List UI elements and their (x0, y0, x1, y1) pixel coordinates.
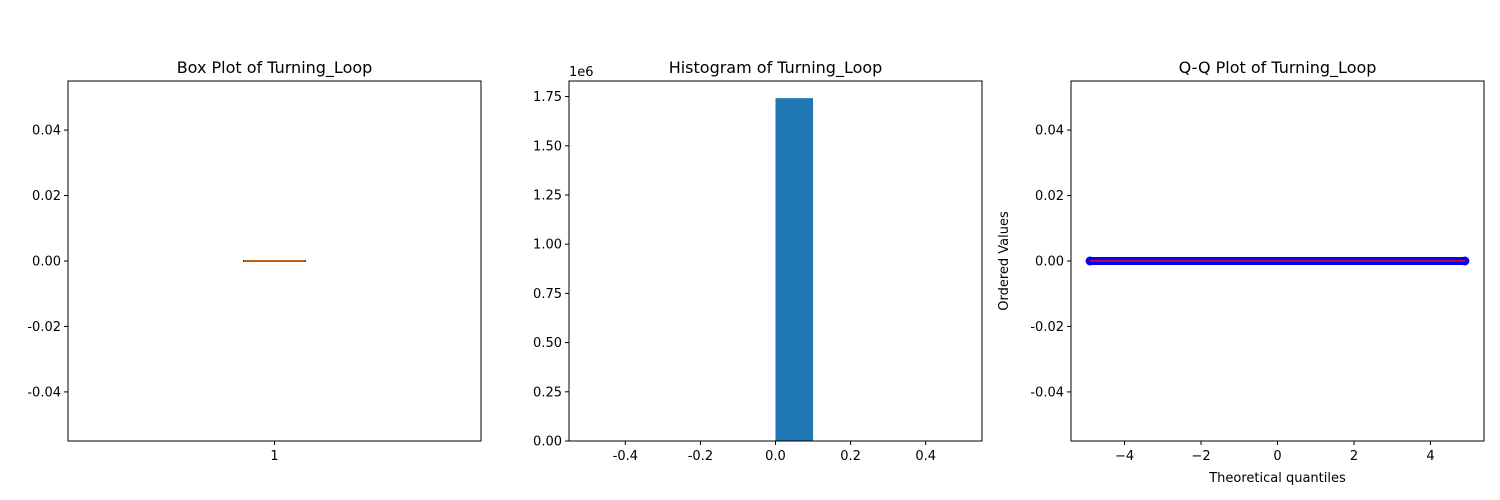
histogram-title: Histogram of Turning_Loop (669, 58, 883, 78)
box-plot-y-tick-label: 0.00 (32, 255, 61, 270)
box-plot-x-tick-label: 1 (270, 449, 278, 464)
histogram-y-offset-label: 1e6 (569, 65, 594, 80)
histogram-y-tick-label: 0.00 (533, 435, 562, 450)
qq-plot-y-tick-label: 0.02 (1035, 189, 1064, 204)
qq-plot-y-tick-label: 0.04 (1035, 124, 1064, 139)
box-plot-y-tick-label: 0.04 (32, 124, 61, 139)
histogram-x-tick-label: -0.2 (688, 449, 713, 464)
box-plot-y-tick-label: -0.04 (27, 385, 61, 400)
box-plot-y-tick-label: 0.02 (32, 189, 61, 204)
qq-plot-x-tick-label: 4 (1426, 449, 1434, 464)
qq-plot-title: Q-Q Plot of Turning_Loop (1179, 58, 1377, 78)
qq-plot-y-tick-label: -0.02 (1030, 320, 1064, 335)
qq-plot-x-tick-label: −2 (1191, 449, 1210, 464)
qq-plot-x-axis-label: Theoretical quantiles (1208, 471, 1346, 486)
histogram-y-tick-label: 1.00 (533, 238, 562, 253)
histogram-y-tick-label: 0.25 (533, 385, 562, 400)
histogram-y-tick-label: 1.50 (533, 139, 562, 154)
qq-plot-x-tick-label: 0 (1273, 449, 1281, 464)
qq-plot-x-tick-label: 2 (1350, 449, 1358, 464)
histogram-x-tick-label: 0.4 (915, 449, 936, 464)
histogram-x-tick-label: -0.4 (613, 449, 638, 464)
histogram-bar (775, 98, 814, 442)
histogram-y-tick-label: 0.75 (533, 287, 562, 302)
qq-plot-y-axis-label: Ordered Values (997, 211, 1012, 311)
qq-plot-y-tick-label: 0.00 (1035, 255, 1064, 270)
histogram-y-tick-label: 0.50 (533, 336, 562, 351)
qq-plot-x-tick-label: −4 (1115, 449, 1134, 464)
histogram-x-tick-label: 0.2 (840, 449, 861, 464)
box-plot-panel: Box Plot of Turning_Loop 1 -0.04 -0.02 0.0… (27, 58, 482, 464)
histogram-y-tick-label: 1.75 (533, 90, 562, 105)
qq-plot-panel: Q-Q Plot of Turning_Loop −4 −2 0 2 4 -0.04 -0… (997, 58, 1485, 486)
histogram-y-tick-label: 1.25 (533, 188, 562, 203)
box-plot-y-tick-label: -0.02 (27, 320, 61, 335)
qq-plot-y-tick-label: -0.04 (1030, 385, 1064, 400)
histogram-panel: Histogram of Turning_Loop 1e6 -0.4 -0.2 0.… (533, 58, 983, 464)
histogram-x-tick-label: 0.0 (765, 449, 786, 464)
box-plot-title: Box Plot of Turning_Loop (177, 58, 373, 78)
